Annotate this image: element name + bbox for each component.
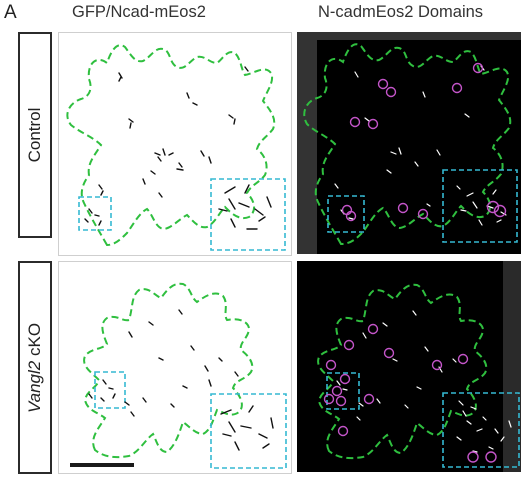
inset-magnified-box [442, 169, 518, 243]
scale-bar [70, 463, 134, 467]
inset-region-box [78, 196, 112, 231]
domain-circle [337, 425, 349, 437]
micrograph-vangl2-cko-domains [297, 261, 521, 472]
domain-circle [335, 395, 347, 407]
row-label-control: Control [18, 32, 52, 238]
inset-region-box [94, 371, 126, 409]
ncad-clusters [334, 65, 507, 226]
genotype-suffix: cKO [25, 322, 44, 361]
domain-circle [325, 359, 337, 371]
domain-circle [431, 359, 443, 371]
domain-circle [417, 208, 429, 220]
domain-circle [339, 373, 351, 385]
domain-circle [385, 86, 397, 98]
domain-circle [343, 339, 355, 351]
domain-circle [383, 347, 395, 359]
cell-outline [66, 44, 276, 247]
domain-circle [367, 323, 379, 335]
row-label-vangl2-cko-text: Vangl2 cKO [25, 322, 45, 412]
domain-circle [323, 393, 335, 405]
cell-outline [303, 43, 512, 246]
micrograph-control-gfp [58, 32, 292, 256]
column-title-right: N-cadmEos2 Domains [318, 3, 484, 21]
domain-circle [467, 451, 479, 463]
ncad-clusters [88, 309, 274, 451]
domain-circle [331, 385, 343, 397]
domain-circle [345, 210, 357, 222]
cell-outline [317, 283, 488, 460]
image-border-top [297, 32, 521, 40]
micrograph-control-gfp-svg [66, 44, 286, 251]
micrograph-vangl2-cko-gfp [58, 261, 292, 474]
micrograph-control-domains [297, 32, 521, 254]
domain-circle [457, 353, 469, 365]
row-label-control-text: Control [25, 107, 44, 163]
ncad-clusters [336, 310, 512, 453]
domain-circle [397, 202, 409, 214]
domain-circle [367, 118, 379, 130]
domain-circles [323, 323, 497, 463]
inset-magnified-box [442, 392, 520, 468]
micrograph-vangl2-cko-domains-svg [317, 261, 521, 472]
inset-magnified-box [210, 178, 286, 251]
domain-circle [485, 451, 497, 463]
gene-name: Vangl2 [25, 360, 44, 413]
image-border-right [503, 261, 521, 472]
ncad-clusters [84, 66, 272, 230]
cell-outline [83, 282, 254, 459]
inset-region-box [326, 372, 360, 410]
inset-region-box [327, 195, 365, 233]
domain-circle [377, 78, 389, 90]
row-label-vangl2-cko: Vangl2 cKO [18, 261, 52, 474]
image-border-left [297, 32, 317, 254]
domain-circle [493, 204, 507, 218]
domain-circle [486, 200, 500, 214]
domain-circles [341, 62, 507, 222]
column-title-left: GFP/Ncad-mEos2 [72, 3, 206, 21]
domain-circle [472, 62, 484, 74]
micrograph-control-domains-svg [297, 32, 521, 254]
inset-magnified-box [210, 393, 287, 469]
micrograph-vangl2-cko-gfp-svg [83, 282, 287, 469]
domain-circle [451, 82, 463, 94]
domain-circle [363, 393, 375, 405]
panel-letter: A [4, 2, 17, 23]
domain-circle [349, 116, 361, 128]
